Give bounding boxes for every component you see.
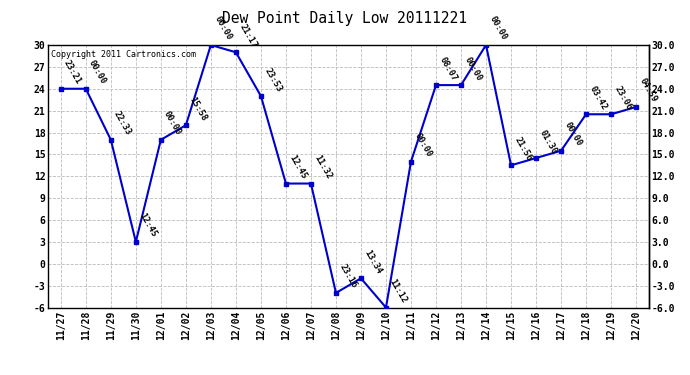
Text: 04:59: 04:59 [638, 77, 658, 104]
Text: 00:00: 00:00 [562, 121, 583, 148]
Text: 23:16: 23:16 [337, 263, 358, 290]
Text: 15:58: 15:58 [187, 95, 208, 122]
Text: 23:21: 23:21 [62, 59, 83, 86]
Text: 00:00: 00:00 [487, 15, 509, 42]
Text: 12:45: 12:45 [137, 212, 158, 239]
Text: 00:00: 00:00 [162, 110, 183, 137]
Text: 11:12: 11:12 [387, 278, 408, 305]
Text: 12:45: 12:45 [287, 153, 308, 181]
Text: Dew Point Daily Low 20111221: Dew Point Daily Low 20111221 [222, 11, 468, 26]
Text: Copyright 2011 Cartronics.com: Copyright 2011 Cartronics.com [51, 50, 196, 59]
Text: 01:30: 01:30 [538, 128, 558, 155]
Text: 21:17: 21:17 [237, 22, 258, 50]
Text: 23:53: 23:53 [262, 66, 283, 93]
Text: 00:00: 00:00 [213, 15, 233, 42]
Text: 21:56: 21:56 [513, 135, 533, 162]
Text: 23:06: 23:06 [613, 84, 633, 111]
Text: 00:00: 00:00 [462, 55, 483, 82]
Text: 00:00: 00:00 [87, 59, 108, 86]
Text: 13:34: 13:34 [362, 248, 383, 276]
Text: 00:00: 00:00 [413, 132, 433, 159]
Text: 08:07: 08:07 [437, 55, 458, 82]
Text: 22:33: 22:33 [112, 110, 133, 137]
Text: 03:42: 03:42 [587, 84, 609, 111]
Text: 11:32: 11:32 [313, 153, 333, 181]
